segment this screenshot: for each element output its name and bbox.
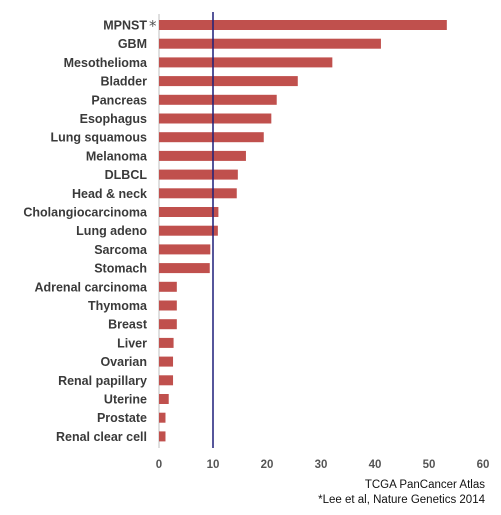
- category-label-liver: Liver: [117, 336, 147, 350]
- x-tick-label-30: 30: [315, 459, 328, 471]
- bar-renal-clear-cell: [159, 431, 166, 442]
- category-label-head-and-neck: Head & neck: [72, 187, 147, 201]
- category-label-mesothelioma: Mesothelioma: [64, 56, 148, 70]
- bar-ovarian: [159, 356, 174, 367]
- annotation-asterisk: *: [149, 17, 157, 35]
- x-tick-label-60: 60: [477, 459, 490, 471]
- source-note: TCGA PanCancer Atlas: [364, 479, 485, 491]
- x-tick-label-20: 20: [261, 459, 274, 471]
- bars-group: [159, 20, 447, 442]
- bar-lung-adeno: [159, 225, 218, 236]
- bar-prostate: [159, 412, 166, 423]
- category-label-lung-adeno: Lung adeno: [76, 224, 147, 238]
- bar-liver: [159, 337, 174, 348]
- bar-mesothelioma: [159, 57, 333, 68]
- category-label-esophagus: Esophagus: [80, 112, 147, 126]
- category-label-uterine: Uterine: [104, 393, 147, 407]
- bar-bladder: [159, 76, 298, 87]
- bar-gbm: [159, 38, 381, 49]
- bar-head-and-neck: [159, 188, 237, 199]
- bar-sarcoma: [159, 244, 211, 255]
- x-tick-labels-group: 0 10 20 30 40 50 60: [156, 459, 490, 471]
- category-label-thymoma: Thymoma: [88, 299, 148, 313]
- citation-note: *Lee et al, Nature Genetics 2014: [318, 494, 485, 506]
- x-tick-label-10: 10: [207, 459, 220, 471]
- category-label-ovarian: Ovarian: [100, 355, 147, 369]
- bar-mpnst: [159, 20, 447, 30]
- bar-adrenal-carcinoma: [159, 281, 177, 292]
- category-label-renal-clear-cell: Renal clear cell: [56, 430, 147, 444]
- bar-renal-papillary: [159, 375, 174, 386]
- bar-cholangiocarcinoma: [159, 207, 219, 217]
- category-label-bladder: Bladder: [100, 75, 147, 89]
- bar-breast: [159, 319, 177, 330]
- category-label-lung-squamous: Lung squamous: [50, 131, 147, 145]
- bar-thymoma: [159, 300, 177, 311]
- category-label-mpnst: MPNST: [103, 19, 147, 33]
- bar-uterine: [159, 394, 169, 404]
- bar-melanoma: [159, 150, 246, 161]
- category-label-renal-papillary: Renal papillary: [58, 374, 147, 388]
- category-label-adrenal-carcinoma: Adrenal carcinoma: [34, 280, 148, 294]
- category-label-sarcoma: Sarcoma: [94, 243, 148, 257]
- bar-esophagus: [159, 113, 272, 124]
- category-label-dlbcl: DLBCL: [105, 168, 148, 182]
- category-label-cholangiocarcinoma: Cholangiocarcinoma: [23, 206, 148, 220]
- x-tick-label-50: 50: [423, 459, 436, 471]
- category-label-melanoma: Melanoma: [86, 149, 148, 163]
- x-tick-label-40: 40: [369, 459, 382, 471]
- category-label-prostate: Prostate: [97, 411, 147, 425]
- category-label-gbm: GBM: [118, 37, 147, 51]
- bar-pancreas: [159, 94, 277, 105]
- bar-stomach: [159, 263, 210, 274]
- bar-lung-squamous: [159, 132, 264, 143]
- category-label-breast: Breast: [108, 318, 148, 332]
- category-label-pancreas: Pancreas: [91, 93, 147, 107]
- category-labels-group: MPNST *GBM Mesothelioma Bladder Pancreas Esop…: [23, 17, 157, 444]
- category-label-stomach: Stomach: [94, 262, 147, 276]
- bar-dlbcl: [159, 169, 238, 180]
- x-tick-label-0: 0: [156, 459, 162, 471]
